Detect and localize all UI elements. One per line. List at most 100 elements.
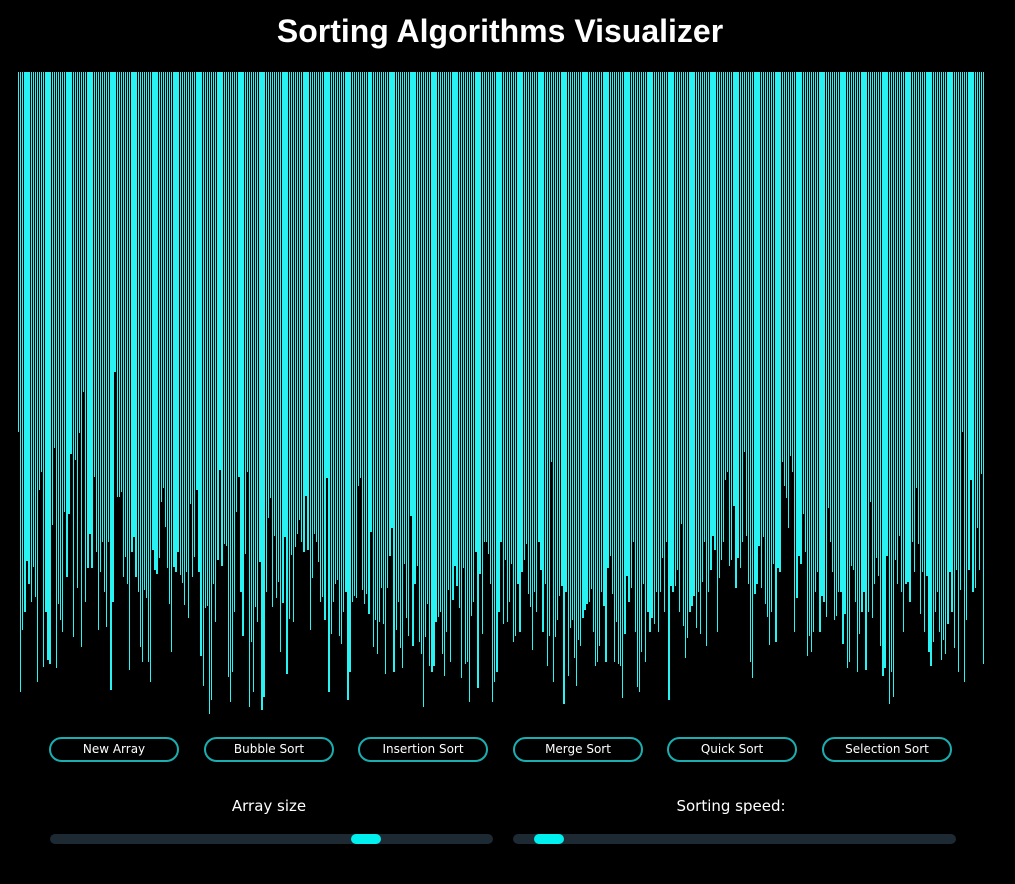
- array-bar: [513, 72, 515, 642]
- array-bar: [703, 72, 706, 542]
- array-bar: [169, 72, 171, 604]
- array-bar: [548, 72, 550, 636]
- array-bar: [265, 72, 267, 592]
- insertion-sort-button[interactable]: Insertion Sort: [358, 737, 488, 762]
- array-bar: [787, 72, 790, 528]
- array-bar: [603, 72, 605, 606]
- array-bar: [450, 72, 452, 662]
- array-bar: [959, 72, 962, 590]
- array-bar: [57, 72, 60, 604]
- array-bar: [62, 72, 64, 632]
- array-bar: [248, 72, 251, 707]
- bubble-sort-button[interactable]: Bubble Sort: [204, 737, 334, 762]
- array-bar: [643, 72, 645, 584]
- array-bar: [878, 72, 880, 576]
- sorting-speed-slider-thumb[interactable]: [534, 834, 564, 844]
- array-bar: [844, 72, 846, 614]
- array-bar: [418, 72, 420, 642]
- array-bar: [957, 72, 960, 672]
- array-bar: [747, 72, 750, 584]
- array-bar: [324, 72, 326, 620]
- array-bar: [362, 72, 364, 590]
- merge-sort-button[interactable]: Merge Sort: [513, 737, 643, 762]
- array-bar: [290, 72, 292, 555]
- array-bar: [636, 72, 639, 687]
- array-size-slider[interactable]: [50, 834, 493, 844]
- array-bar: [477, 72, 479, 688]
- array-bar: [599, 72, 601, 646]
- array-bar: [622, 72, 624, 698]
- array-bar: [815, 72, 817, 592]
- array-bar: [164, 72, 167, 527]
- array-bar: [489, 72, 492, 584]
- array-bar: [720, 72, 722, 560]
- array-bar: [554, 72, 557, 637]
- array-bar: [32, 72, 34, 567]
- array-bar: [78, 72, 81, 433]
- array-bar: [43, 72, 45, 667]
- array-bar: [659, 72, 662, 592]
- array-bar: [842, 72, 844, 644]
- array-bar: [26, 72, 28, 561]
- array-bar: [706, 72, 708, 646]
- array-bar: [420, 72, 423, 654]
- array-bar: [936, 72, 939, 592]
- array-bar: [854, 72, 857, 602]
- array-bar: [391, 72, 393, 528]
- array-bar: [475, 72, 477, 552]
- array-bar: [445, 72, 448, 632]
- array-size-slider-thumb[interactable]: [351, 834, 381, 844]
- array-bar: [152, 72, 154, 550]
- array-bar: [580, 72, 582, 646]
- array-bar: [903, 72, 905, 632]
- array-bar: [779, 72, 781, 572]
- array-bar: [238, 72, 240, 477]
- array-bar: [194, 72, 196, 557]
- array-bar: [143, 72, 146, 590]
- array-bar: [949, 72, 951, 572]
- array-bar: [750, 72, 752, 662]
- array-bar: [269, 72, 271, 498]
- array-bar: [966, 72, 968, 620]
- array-bar: [441, 72, 444, 654]
- array-bar: [276, 72, 278, 598]
- page-title: Sorting Algorithms Visualizer: [276, 13, 724, 49]
- array-bar: [462, 72, 464, 568]
- array-bar: [416, 72, 418, 566]
- array-bar: [385, 72, 387, 674]
- array-bar: [288, 72, 290, 619]
- array-bar: [294, 72, 297, 547]
- array-bar: [145, 72, 148, 598]
- array-bar: [773, 72, 775, 564]
- array-bar: [47, 72, 49, 660]
- array-bar: [106, 72, 108, 627]
- array-bar: [651, 72, 653, 618]
- array-bar: [234, 72, 236, 612]
- array-bar: [91, 72, 93, 568]
- array-bar: [758, 72, 760, 546]
- array-bar: [87, 72, 89, 568]
- array-bar: [326, 72, 328, 478]
- array-bar: [745, 72, 748, 536]
- array-bar: [934, 72, 936, 612]
- array-bar: [190, 72, 192, 504]
- array-bar: [437, 72, 439, 617]
- array-bar: [821, 72, 823, 596]
- array-bar: [141, 72, 144, 662]
- array-bar: [345, 72, 347, 592]
- array-bar: [657, 72, 660, 632]
- array-bar: [594, 72, 597, 666]
- array-bar: [406, 72, 408, 618]
- sorting-speed-slider[interactable]: [513, 834, 956, 844]
- array-bar: [632, 72, 634, 542]
- quick-sort-button[interactable]: Quick Sort: [667, 737, 797, 762]
- array-bar: [473, 72, 475, 602]
- array-bar: [785, 72, 788, 498]
- array-bar: [196, 72, 198, 490]
- array-bar: [827, 72, 829, 508]
- array-bar: [840, 72, 842, 592]
- array-bar: [504, 72, 506, 560]
- array-bar: [154, 72, 156, 570]
- new-array-button[interactable]: New Array: [49, 737, 179, 762]
- selection-sort-button[interactable]: Selection Sort: [822, 737, 952, 762]
